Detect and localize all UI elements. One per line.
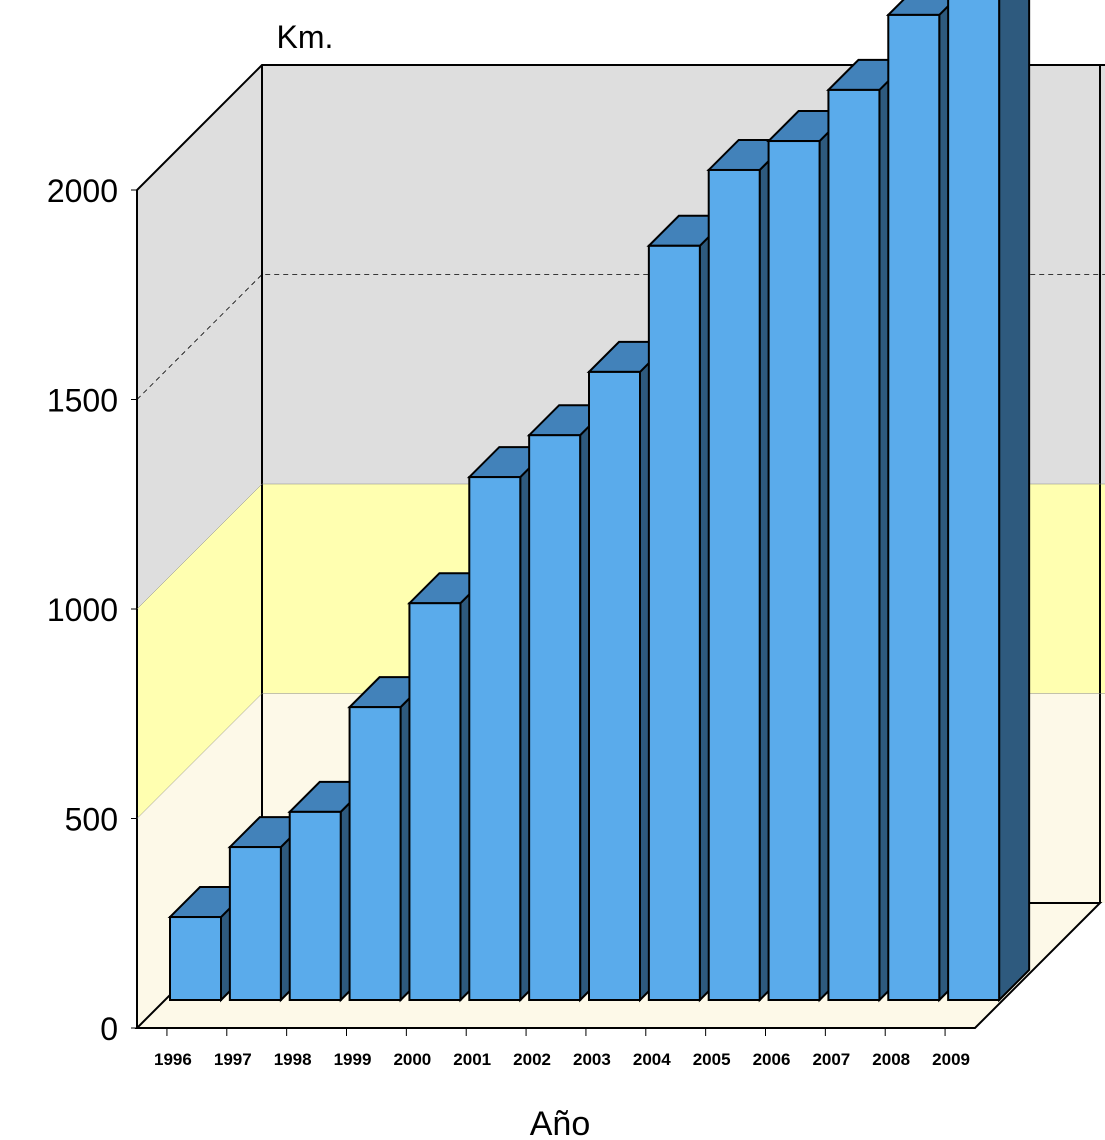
x-tick-label: 2008 (872, 1050, 910, 1069)
x-tick-label: 1999 (334, 1050, 372, 1069)
bar-front (228, 846, 282, 1001)
x-tick-label: 2009 (932, 1050, 970, 1069)
x-tick-label: 2007 (812, 1050, 850, 1069)
y-tick-label: 2000 (47, 173, 118, 209)
x-tick-label: 2003 (573, 1050, 611, 1069)
y-tick-label: 500 (65, 802, 118, 838)
y-tick-label: 0 (100, 1011, 118, 1047)
x-tick-label: 2005 (693, 1050, 731, 1069)
bar-front (707, 168, 761, 1001)
y-axis-unit: Km. (277, 19, 334, 55)
y-tick-label: 1500 (47, 383, 118, 419)
x-tick-label: 1998 (274, 1050, 312, 1069)
x-tick-label: 2000 (393, 1050, 431, 1069)
left-wall-band (137, 65, 262, 400)
x-tick-label: 2001 (453, 1050, 491, 1069)
bar-front (767, 140, 821, 1002)
x-tick-label: 2006 (753, 1050, 791, 1069)
x-tick-label: 1997 (214, 1050, 252, 1069)
left-wall-band (137, 484, 262, 819)
bar (947, 0, 1031, 1003)
left-wall-band (137, 693, 262, 1028)
bar-front (348, 706, 402, 1002)
bar-front (288, 810, 342, 1002)
bar-front (947, 0, 1001, 1002)
bar-front (647, 244, 701, 1002)
x-tick-label: 2004 (633, 1050, 671, 1069)
bar-front (169, 916, 222, 1002)
x-tick-label: 2002 (513, 1050, 551, 1069)
left-wall-band (137, 274, 262, 609)
bar-front (408, 602, 462, 1001)
bar-side (998, 0, 1031, 1003)
x-axis-label: Año (530, 1105, 591, 1140)
y-tick-label: 1000 (47, 592, 118, 628)
bar-front (827, 88, 881, 1001)
bar-front (528, 434, 582, 1001)
bar-front (468, 476, 522, 1001)
x-tick-label: 1996 (154, 1050, 192, 1069)
bar-front (887, 13, 941, 1001)
bar-front (588, 370, 641, 1001)
